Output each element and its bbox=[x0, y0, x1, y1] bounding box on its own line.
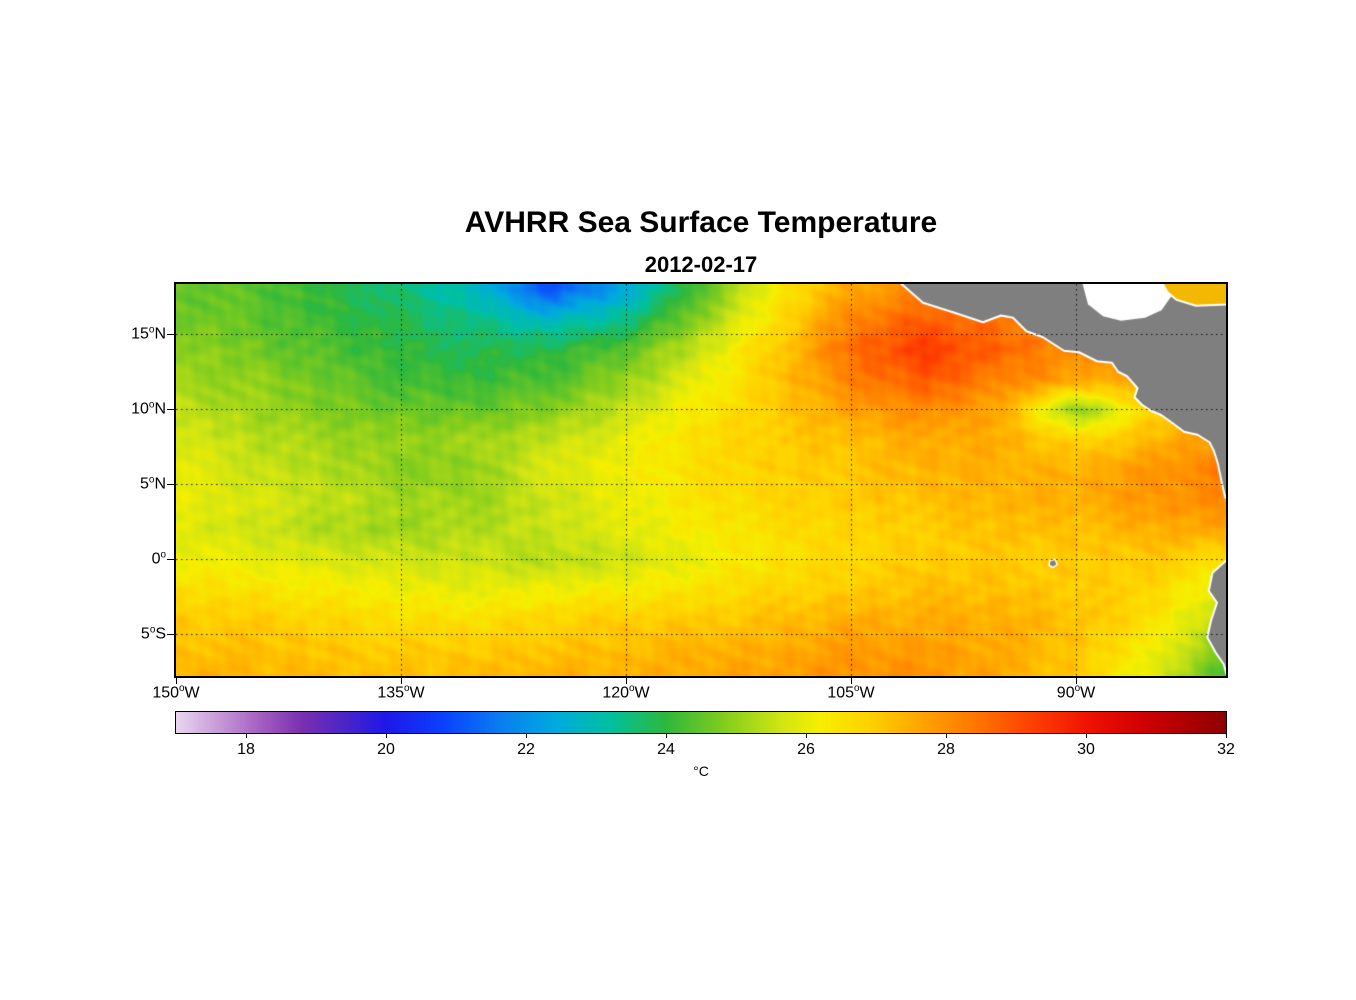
tick-mark bbox=[245, 734, 247, 738]
tick-mark bbox=[1225, 734, 1227, 738]
tick-mark bbox=[805, 734, 807, 738]
tick-mark bbox=[625, 678, 627, 684]
colorbar-gradient-canvas bbox=[176, 712, 1226, 733]
tick-mark bbox=[167, 558, 174, 560]
x-tick-label: 90oW bbox=[1056, 683, 1096, 702]
x-tick-label: 120oW bbox=[602, 683, 650, 702]
tick-mark bbox=[385, 734, 387, 738]
x-tick-label: 105oW bbox=[827, 683, 875, 702]
colorbar-tick-label: 20 bbox=[377, 741, 395, 758]
tick-mark bbox=[167, 333, 174, 335]
tick-mark bbox=[175, 678, 177, 684]
y-tick-label: 5oS bbox=[140, 624, 166, 643]
y-tick-label: 15oN bbox=[131, 324, 166, 343]
colorbar-tick-label: 18 bbox=[237, 741, 255, 758]
tick-mark bbox=[400, 678, 402, 684]
tick-mark bbox=[167, 408, 174, 410]
colorbar-tick-label: 24 bbox=[657, 741, 675, 758]
tick-mark bbox=[1075, 678, 1077, 684]
colorbar-tick-label: 26 bbox=[797, 741, 815, 758]
tick-mark bbox=[525, 734, 527, 738]
x-tick-label: 135oW bbox=[377, 683, 425, 702]
colorbar-tick-label: 30 bbox=[1077, 741, 1095, 758]
colorbar bbox=[175, 711, 1227, 734]
y-tick-label: 5oN bbox=[140, 474, 166, 493]
tick-mark bbox=[945, 734, 947, 738]
map-plot-area bbox=[174, 282, 1228, 678]
colorbar-tick-label: 22 bbox=[517, 741, 535, 758]
sst-heatmap-canvas bbox=[176, 284, 1226, 676]
colorbar-tick-label: 28 bbox=[937, 741, 955, 758]
tick-mark bbox=[167, 483, 174, 485]
tick-mark bbox=[167, 633, 174, 635]
tick-mark bbox=[850, 678, 852, 684]
chart-title: AVHRR Sea Surface Temperature bbox=[464, 206, 938, 239]
y-tick-label: 0o bbox=[151, 549, 166, 568]
y-tick-label: 10oN bbox=[131, 399, 166, 418]
chart-subtitle: 2012-02-17 bbox=[644, 252, 758, 277]
colorbar-unit-label: °C bbox=[693, 763, 709, 779]
colorbar-tick-label: 32 bbox=[1217, 741, 1235, 758]
x-tick-label: 150oW bbox=[152, 683, 200, 702]
tick-mark bbox=[665, 734, 667, 738]
tick-mark bbox=[1085, 734, 1087, 738]
